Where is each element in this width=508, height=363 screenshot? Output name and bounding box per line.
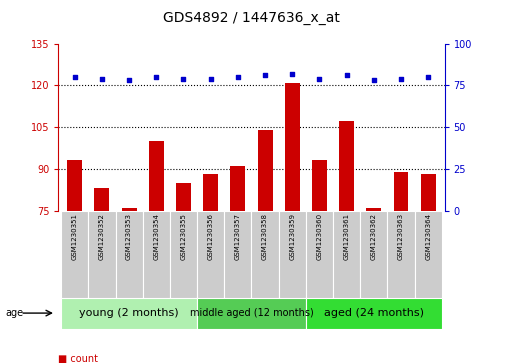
Bar: [306, 298, 442, 329]
Bar: [143, 211, 170, 298]
Bar: [360, 211, 388, 298]
Point: [342, 72, 351, 78]
Point: [207, 76, 215, 82]
Bar: [170, 211, 197, 298]
Text: GSM1230351: GSM1230351: [72, 213, 78, 260]
Bar: [94, 188, 109, 211]
Point: [288, 71, 296, 77]
Bar: [312, 160, 327, 211]
Point: [152, 74, 161, 80]
Point: [424, 74, 432, 80]
Bar: [67, 160, 82, 211]
Text: middle aged (12 months): middle aged (12 months): [189, 308, 313, 318]
Bar: [366, 208, 382, 211]
Bar: [258, 130, 272, 211]
Point: [125, 77, 133, 83]
Bar: [61, 298, 197, 329]
Point: [98, 76, 106, 82]
Point: [179, 76, 187, 82]
Point: [370, 77, 378, 83]
Bar: [333, 211, 360, 298]
Point: [315, 76, 324, 82]
Point: [234, 74, 242, 80]
Text: GSM1230352: GSM1230352: [99, 213, 105, 260]
Bar: [61, 211, 88, 298]
Text: GSM1230357: GSM1230357: [235, 213, 241, 260]
Bar: [88, 211, 115, 298]
Text: GSM1230360: GSM1230360: [316, 213, 323, 260]
Bar: [121, 208, 137, 211]
Point: [261, 72, 269, 78]
Bar: [197, 298, 306, 329]
Text: aged (24 months): aged (24 months): [324, 308, 424, 318]
Text: GSM1230355: GSM1230355: [180, 213, 186, 260]
Text: GSM1230354: GSM1230354: [153, 213, 160, 260]
Bar: [415, 211, 442, 298]
Text: GSM1230364: GSM1230364: [425, 213, 431, 260]
Bar: [197, 211, 224, 298]
Text: GSM1230353: GSM1230353: [126, 213, 132, 260]
Point: [71, 74, 79, 80]
Text: age: age: [5, 308, 23, 318]
Text: GSM1230356: GSM1230356: [208, 213, 214, 260]
Text: ■ count: ■ count: [58, 354, 99, 363]
Point: [397, 76, 405, 82]
Bar: [176, 183, 191, 211]
Text: GSM1230361: GSM1230361: [343, 213, 350, 260]
Text: young (2 months): young (2 months): [79, 308, 179, 318]
Bar: [306, 211, 333, 298]
Text: GDS4892 / 1447636_x_at: GDS4892 / 1447636_x_at: [163, 11, 340, 25]
Text: GSM1230359: GSM1230359: [289, 213, 295, 260]
Bar: [149, 141, 164, 211]
Text: GSM1230363: GSM1230363: [398, 213, 404, 260]
Bar: [285, 82, 300, 211]
Bar: [224, 211, 251, 298]
Text: GSM1230362: GSM1230362: [371, 213, 377, 260]
Bar: [279, 211, 306, 298]
Bar: [231, 166, 245, 211]
Bar: [421, 174, 436, 211]
Bar: [394, 172, 408, 211]
Bar: [339, 122, 354, 211]
Bar: [115, 211, 143, 298]
Bar: [388, 211, 415, 298]
Bar: [203, 174, 218, 211]
Bar: [251, 211, 279, 298]
Text: GSM1230358: GSM1230358: [262, 213, 268, 260]
